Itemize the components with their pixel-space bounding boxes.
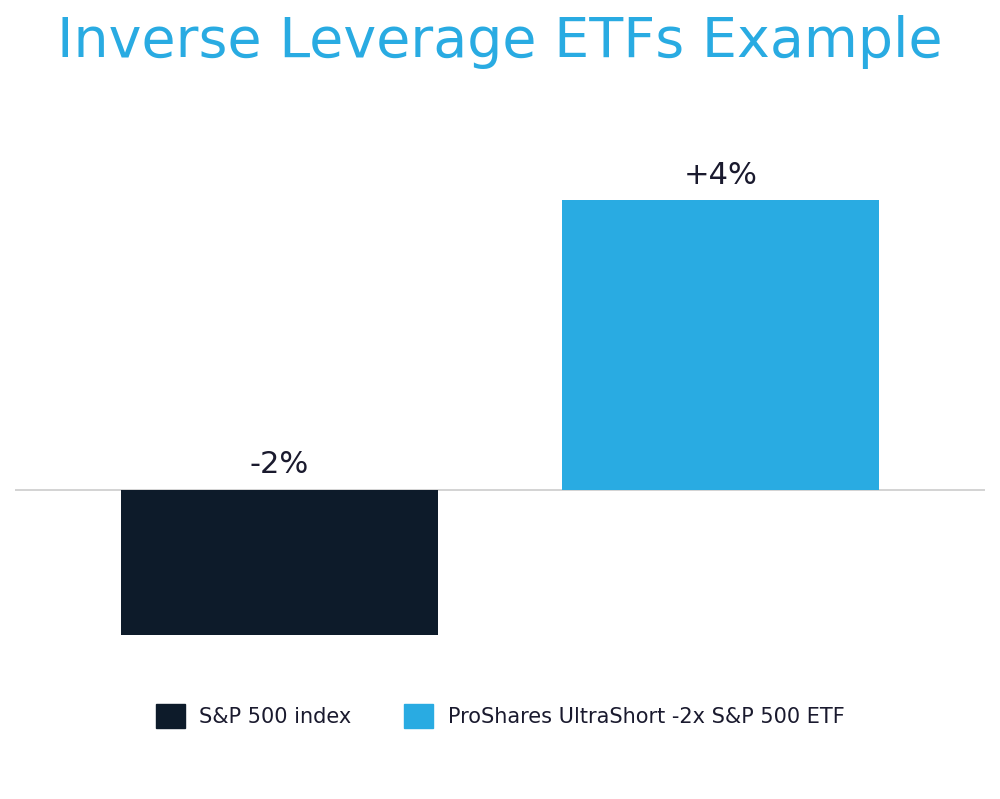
Text: +4%: +4% — [684, 161, 757, 189]
Text: -2%: -2% — [250, 450, 309, 479]
Legend: S&P 500 index, ProShares UltraShort -2x S&P 500 ETF: S&P 500 index, ProShares UltraShort -2x … — [147, 696, 853, 737]
Bar — [562, 201, 879, 490]
Title: Inverse Leverage ETFs Example: Inverse Leverage ETFs Example — [57, 15, 943, 69]
Bar — [121, 490, 438, 635]
